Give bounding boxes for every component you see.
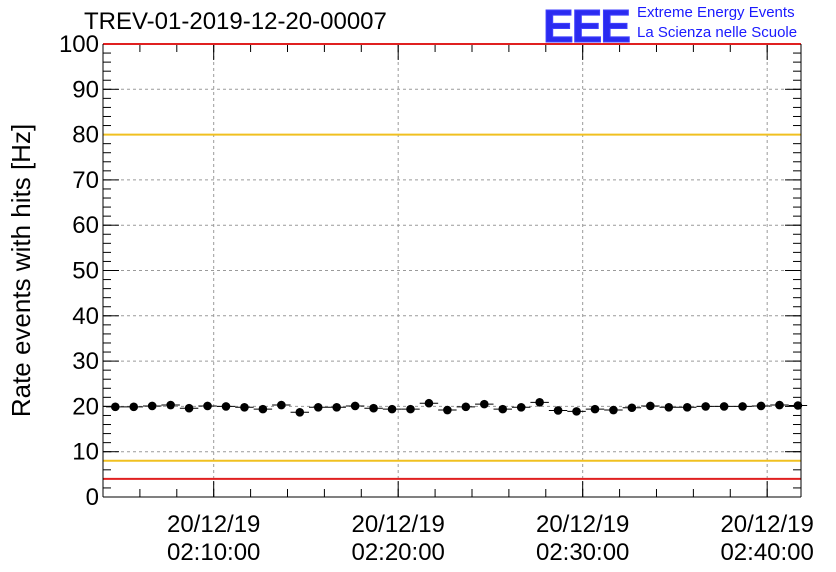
data-point <box>295 407 305 417</box>
x-tick-label-date: 20/12/19 <box>167 511 260 538</box>
data-point <box>461 402 471 412</box>
data-point <box>609 405 618 415</box>
data-point <box>572 407 581 416</box>
data-point <box>479 399 489 409</box>
data-point <box>516 403 526 412</box>
data-point <box>443 405 452 415</box>
data-point <box>701 402 710 411</box>
data-point <box>424 398 434 408</box>
y-axis-label: Rate events with hits [Hz] <box>6 124 36 417</box>
y-tick-label: 90 <box>72 76 99 103</box>
x-tick-label-date: 20/12/19 <box>351 511 444 538</box>
y-tick-label: 60 <box>72 212 99 239</box>
data-point <box>535 398 544 407</box>
y-tick-label: 0 <box>86 484 99 511</box>
y-tick-label: 80 <box>72 122 99 149</box>
y-tick-label: 70 <box>72 167 99 194</box>
data-point <box>258 404 268 414</box>
data-point <box>775 400 784 410</box>
data-point <box>110 402 120 412</box>
data-point <box>664 403 674 412</box>
y-tick-label: 50 <box>72 258 99 285</box>
data-point <box>553 406 563 415</box>
y-tick-label: 20 <box>72 393 99 420</box>
data-point <box>682 403 692 412</box>
data-point <box>756 401 766 411</box>
data-point <box>166 400 175 410</box>
y-tick-label: 30 <box>72 348 99 375</box>
data-point <box>129 402 139 412</box>
x-tick-label-time: 02:30:00 <box>536 539 629 566</box>
data-point <box>646 401 655 411</box>
data-point <box>240 403 249 412</box>
data-point <box>147 401 157 411</box>
logo-line-2: La Scienza nelle Scuole <box>637 24 798 41</box>
data-point <box>406 404 415 414</box>
x-tick-label-date: 20/12/19 <box>536 511 629 538</box>
x-tick-label-time: 02:20:00 <box>351 539 444 566</box>
data-point <box>313 403 323 412</box>
data-point <box>627 403 637 413</box>
x-tick-label-time: 02:10:00 <box>167 539 260 566</box>
data-point <box>277 400 286 410</box>
data-point <box>793 401 803 410</box>
data-point <box>332 403 341 412</box>
data-point <box>738 402 747 411</box>
y-tick-label: 40 <box>72 303 99 330</box>
data-point <box>350 401 360 411</box>
data-point <box>184 403 194 413</box>
data-point <box>221 402 231 411</box>
eee-logo: EEE Extreme Energy Events La Scienza nel… <box>543 0 798 53</box>
chart-title: TREV-01-2019-12-20-00007 <box>84 8 387 35</box>
data-point <box>590 404 600 414</box>
x-tick-label-time: 02:40:00 <box>720 539 813 566</box>
y-tick-label: 100 <box>59 31 99 58</box>
y-tick-label: 10 <box>72 439 99 466</box>
data-point <box>719 402 729 411</box>
data-point <box>387 404 397 414</box>
data-point <box>369 403 378 413</box>
x-tick-label-date: 20/12/19 <box>720 511 813 538</box>
data-point <box>203 401 212 411</box>
data-point <box>498 404 508 414</box>
logo-line-1: Extreme Energy Events <box>637 4 795 21</box>
